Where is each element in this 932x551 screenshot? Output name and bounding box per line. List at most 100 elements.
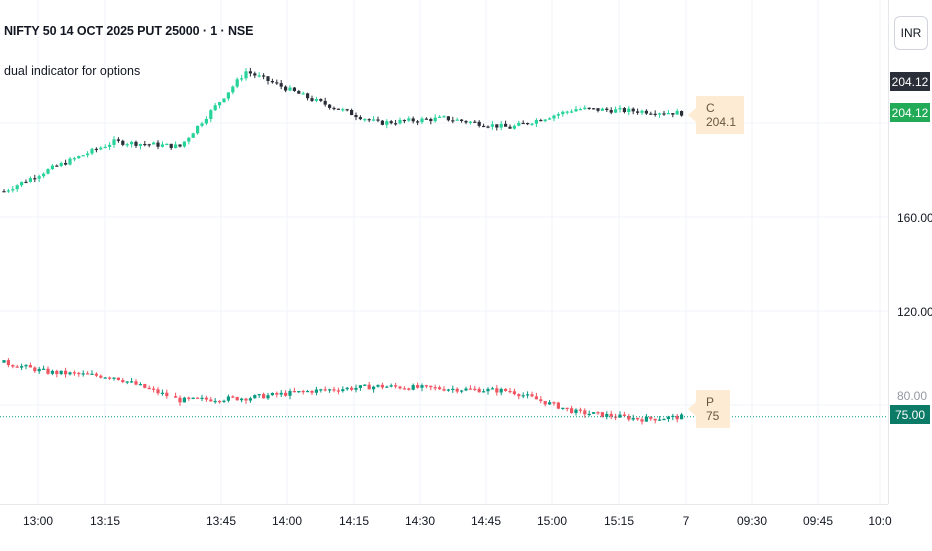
last-close-tag: 204.12: [890, 72, 930, 91]
candle-body: [284, 392, 288, 396]
candle-body: [218, 400, 222, 403]
candle-body: [429, 118, 433, 122]
candle-body: [266, 395, 270, 399]
candle-body: [6, 360, 10, 366]
candle-body: [389, 385, 393, 387]
candle-body: [288, 87, 292, 91]
candle-body: [50, 370, 54, 374]
candle-body: [240, 78, 244, 80]
candle-body: [279, 392, 283, 395]
candle-body: [504, 388, 508, 391]
candle-body: [235, 397, 239, 401]
candle-body: [20, 366, 24, 368]
y-tick-120: 120.00: [897, 305, 932, 319]
candle-body: [275, 392, 279, 395]
candle-body: [662, 418, 666, 421]
candle-body: [411, 118, 415, 122]
candle-body: [143, 384, 147, 388]
candle-body: [257, 394, 261, 396]
candle-body: [288, 391, 292, 396]
price-chart[interactable]: [0, 0, 888, 504]
candle-body: [666, 416, 670, 419]
candle-body: [495, 388, 499, 393]
currency-button[interactable]: INR: [894, 16, 928, 50]
candle-body: [218, 102, 222, 106]
candle-body: [310, 98, 314, 101]
candle-body: [55, 370, 59, 375]
candle-body: [284, 86, 288, 91]
candle-body: [345, 109, 349, 111]
candle-body: [319, 98, 323, 101]
candle-body: [636, 111, 640, 113]
candle-body: [640, 419, 644, 422]
indicator-name[interactable]: dual indicator for options: [4, 64, 141, 78]
candle-body: [328, 104, 332, 108]
candle-body: [103, 146, 107, 149]
candle-body: [20, 181, 24, 186]
candle-body: [37, 368, 41, 372]
candle-body: [407, 388, 411, 390]
candle-body: [534, 396, 538, 400]
candle-body: [380, 120, 384, 125]
candle-body: [275, 82, 279, 84]
candle-body: [90, 148, 94, 154]
candle-body: [367, 384, 371, 390]
candle-body: [644, 416, 648, 422]
candle-body: [658, 419, 662, 421]
candle-body: [675, 111, 679, 115]
candle-body: [341, 109, 345, 111]
candle-body: [499, 388, 503, 393]
candle-body: [165, 143, 169, 146]
candle-body: [240, 398, 244, 401]
candle-body: [292, 87, 296, 92]
candle-body: [561, 407, 565, 409]
candle-body: [112, 377, 116, 379]
chart-area[interactable]: NIFTY 50 14 OCT 2025 PUT 25000 · 1 · NSE…: [0, 0, 888, 504]
candle-body: [526, 394, 530, 396]
candle-body: [596, 412, 600, 414]
candle-body: [429, 385, 433, 388]
candle-body: [187, 397, 191, 399]
candle-body: [55, 165, 59, 167]
candle-body: [622, 414, 626, 416]
candle-body: [380, 384, 384, 388]
candle-body: [548, 402, 552, 405]
candle-body: [59, 370, 63, 375]
candle-body: [649, 113, 653, 115]
candle-body: [204, 397, 208, 400]
candle-body: [174, 144, 178, 149]
candle-body: [121, 140, 125, 145]
candle-body: [574, 109, 578, 112]
candle-body: [636, 417, 640, 420]
candle-body: [143, 143, 147, 146]
candle-body: [622, 108, 626, 113]
time-axis[interactable]: [0, 504, 888, 551]
candle-body: [332, 107, 336, 110]
candle-body: [473, 121, 477, 123]
candle-body: [680, 111, 684, 116]
candle-body: [561, 111, 565, 115]
candle-body: [455, 119, 459, 121]
candle-body: [156, 389, 160, 394]
candle-body: [587, 107, 591, 109]
candle-body: [420, 385, 424, 388]
y-tick-160: 160.00: [897, 211, 932, 225]
candle-body: [658, 113, 662, 115]
candle-body: [222, 400, 226, 402]
candle-body: [372, 386, 376, 390]
candle-body: [108, 144, 112, 147]
candle-body: [653, 418, 657, 421]
candle-body: [297, 91, 301, 94]
put-callout-label: P 75: [706, 395, 720, 423]
candle-body: [482, 125, 486, 128]
candle-body: [169, 143, 173, 149]
candle-body: [11, 189, 15, 191]
symbol-title[interactable]: NIFTY 50 14 OCT 2025 PUT 25000 · 1 · NSE: [4, 24, 254, 38]
candle-body: [358, 117, 362, 120]
candle-body: [376, 384, 380, 387]
candle-body: [200, 123, 204, 126]
candle-body: [134, 381, 138, 385]
candle-body: [512, 391, 516, 395]
candle-body: [420, 118, 424, 123]
candle-body: [446, 116, 450, 121]
